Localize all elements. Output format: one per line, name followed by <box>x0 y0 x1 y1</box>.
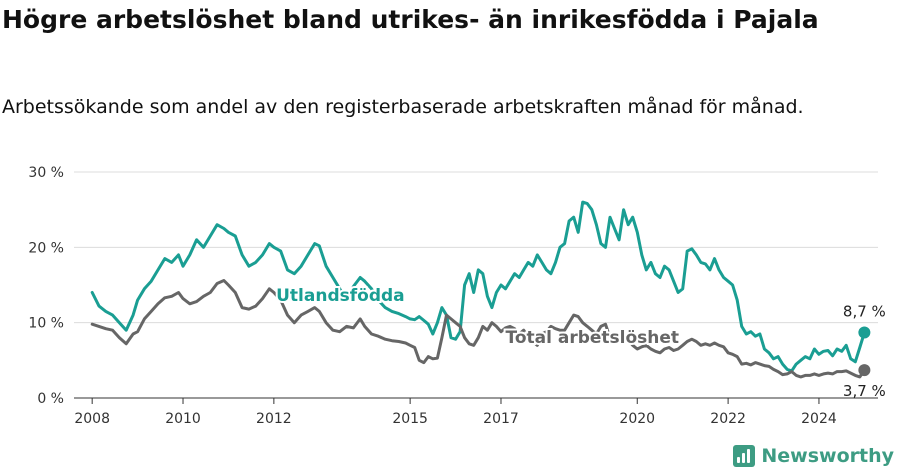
x-tick-label: 2020 <box>619 411 655 427</box>
x-tick-label: 2015 <box>392 411 428 427</box>
x-tick-label: 2008 <box>74 411 110 427</box>
gridlines <box>74 171 878 399</box>
y-tick-label: 20 % <box>28 240 64 256</box>
x-tick-label: 2022 <box>710 411 746 427</box>
series-name-label-1: Total arbetslöshet <box>506 328 680 348</box>
x-tick-label: 2024 <box>801 411 837 427</box>
series-labels: 8,7 % 3,7 % Utlandsfödda Total arbetslöshet <box>274 284 886 400</box>
y-axis: 0 % 10 % 20 % 30 % <box>28 165 64 407</box>
x-tick-label: 2017 <box>483 411 519 427</box>
series-lines <box>90 200 871 379</box>
chart-subtitle: Arbetssökande som andel av den registerb… <box>2 96 804 118</box>
series-end-point-0 <box>858 326 871 339</box>
chart-title: Högre arbetslöshet bland utrikes- än inr… <box>2 5 819 34</box>
series-end-point-1 <box>858 364 871 377</box>
y-tick-label: 10 % <box>28 316 64 332</box>
brand-name: Newsworthy <box>761 445 894 467</box>
newsworthy-logo[interactable]: Newsworthy <box>733 445 894 467</box>
bar-chart-icon <box>733 445 756 467</box>
y-tick-label: 30 % <box>28 165 64 181</box>
series-line-1 <box>90 279 866 379</box>
series-end-label-1: 3,7 % <box>843 382 886 400</box>
x-tick-label: 2012 <box>256 411 292 427</box>
x-axis: 2008 2010 2012 2015 2017 2020 2022 2024 <box>74 398 837 427</box>
series-line-0 <box>90 200 866 373</box>
series-name-label-0: Utlandsfödda <box>276 286 405 306</box>
x-tick-label: 2010 <box>165 411 201 427</box>
y-tick-label: 0 % <box>37 391 64 407</box>
series-end-label-0: 8,7 % <box>843 302 886 320</box>
